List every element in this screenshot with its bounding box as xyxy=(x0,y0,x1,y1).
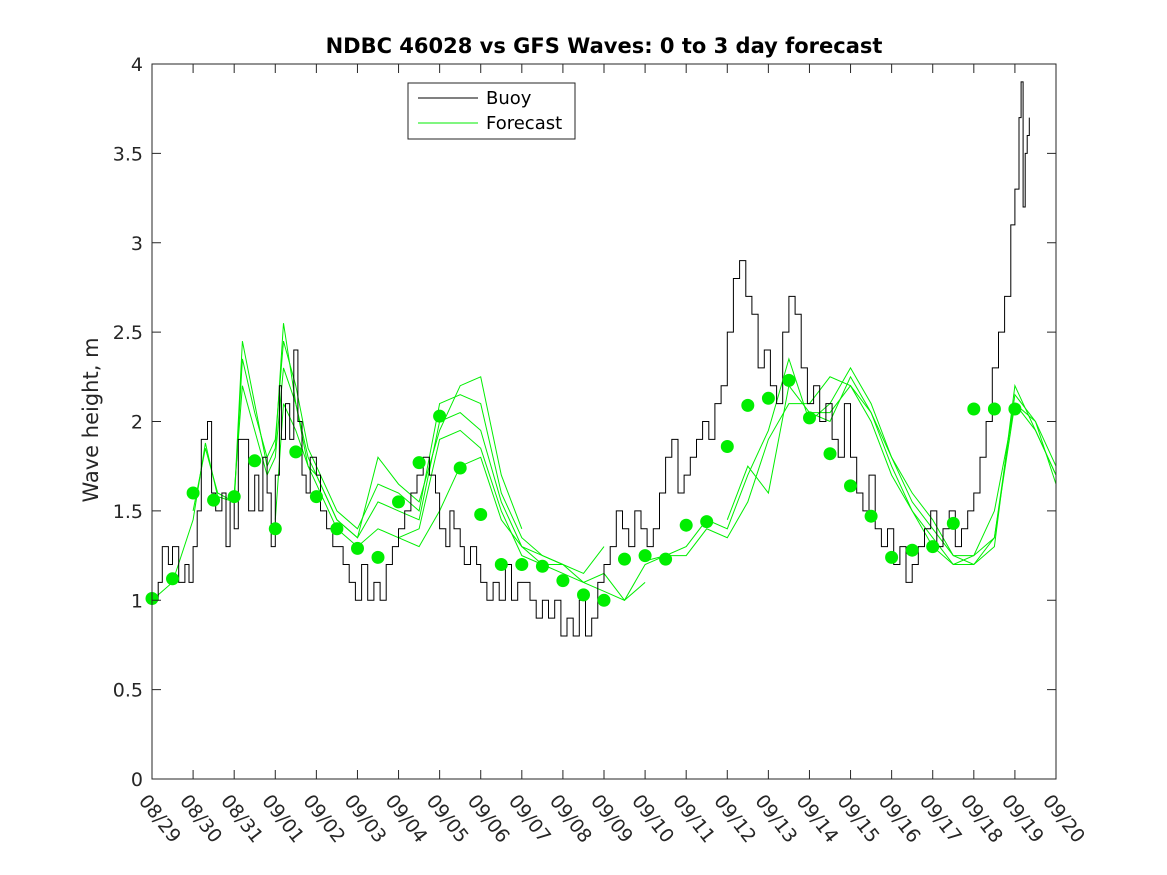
forecast-point xyxy=(330,522,344,536)
forecast-point xyxy=(207,493,221,507)
forecast-point xyxy=(392,495,405,509)
forecast-point xyxy=(597,593,611,607)
forecast-point xyxy=(761,391,775,405)
forecast-point xyxy=(782,373,796,387)
y-tick-label: 2 xyxy=(131,412,143,434)
chart-title: NDBC 46028 vs GFS Waves: 0 to 3 day fore… xyxy=(326,34,883,58)
y-tick-label: 4 xyxy=(131,54,143,76)
plot-area xyxy=(152,64,1056,779)
forecast-point xyxy=(1008,402,1022,416)
forecast-point xyxy=(803,411,816,425)
forecast-point xyxy=(741,398,755,412)
forecast-point xyxy=(618,552,631,566)
forecast-point xyxy=(412,456,426,470)
y-tick-labels: 0 0.5 1 1.5 2 2.5 3 3.5 4 xyxy=(113,54,143,791)
forecast-point xyxy=(926,540,940,554)
forecast-point xyxy=(227,490,241,504)
y-axis-label: Wave height, m xyxy=(79,337,103,502)
y-tick-label: 2.5 xyxy=(113,322,143,344)
forecast-point xyxy=(577,588,590,602)
y-tick-label: 0 xyxy=(131,769,143,791)
forecast-point xyxy=(268,522,282,536)
legend-buoy-label: Buoy xyxy=(486,88,532,109)
forecast-point xyxy=(248,454,262,468)
forecast-point xyxy=(864,509,878,523)
forecast-point xyxy=(166,572,179,586)
forecast-point xyxy=(535,559,549,573)
forecast-point xyxy=(289,445,303,459)
forecast-point xyxy=(309,490,323,504)
forecast-point xyxy=(638,549,652,563)
forecast-line-4 xyxy=(274,403,646,602)
forecast-line-2 xyxy=(192,340,564,565)
forecast-point xyxy=(515,558,529,571)
forecast-point xyxy=(905,543,919,557)
forecast-point xyxy=(885,550,899,564)
forecast-point xyxy=(494,558,508,571)
forecast-point xyxy=(186,486,200,500)
forecast-point xyxy=(946,516,960,530)
legend-forecast-label: Forecast xyxy=(486,113,562,134)
forecast-point xyxy=(351,541,364,555)
forecast-point xyxy=(474,508,488,521)
y-tick-label: 1 xyxy=(131,590,143,612)
y-tick-label: 3 xyxy=(131,233,143,255)
forecast-point xyxy=(844,479,857,493)
forecast-point xyxy=(453,461,467,475)
forecast-line-5 xyxy=(398,376,1057,601)
forecast-point xyxy=(556,574,570,588)
legend-box xyxy=(407,82,576,140)
forecast-point xyxy=(371,550,385,564)
y-tick-label: 0.5 xyxy=(113,680,143,702)
forecast-point xyxy=(659,552,673,566)
forecast-point xyxy=(823,447,837,461)
axes xyxy=(151,63,1057,780)
forecast-points xyxy=(145,373,1022,607)
y-tick-label: 1.5 xyxy=(113,501,143,523)
forecast-point xyxy=(433,409,447,423)
forecast-point xyxy=(967,402,981,416)
forecast-point xyxy=(700,515,714,529)
forecast-line-3 xyxy=(233,367,605,575)
forecast-point xyxy=(679,518,693,532)
y-tick-label: 3.5 xyxy=(113,143,143,165)
forecast-point xyxy=(720,440,734,453)
forecast-point xyxy=(987,402,1001,416)
legend: Buoy Forecast xyxy=(407,82,576,140)
forecast-line-6 xyxy=(644,357,1057,566)
